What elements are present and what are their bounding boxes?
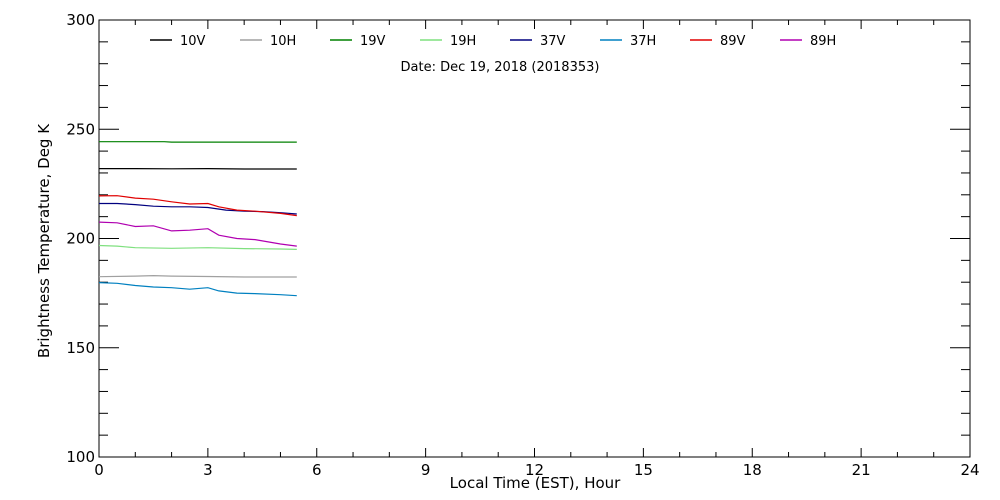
- x-axis-title: Local Time (EST), Hour: [450, 474, 621, 492]
- y-tick-label: 150: [66, 339, 95, 357]
- y-tick-label: 300: [66, 11, 95, 29]
- y-tick-label: 250: [66, 120, 95, 138]
- legend-label: 10V: [180, 34, 206, 49]
- plot-frame: [98, 19, 971, 458]
- series-line-89h: [98, 221, 297, 247]
- legend-label: 89H: [810, 34, 836, 49]
- y-tick-label: 200: [66, 230, 95, 248]
- x-tick-label: 9: [421, 461, 431, 479]
- date-annotation: Date: Dec 19, 2018 (2018353): [401, 60, 600, 75]
- legend-label: 10H: [270, 34, 296, 49]
- series-line-10h: [98, 274, 297, 278]
- legend-label: 37H: [630, 34, 656, 49]
- axis-ticks: [98, 19, 971, 458]
- y-axis-title: Brightness Temperature, Deg K: [35, 123, 53, 358]
- legend-label: 19H: [450, 34, 476, 49]
- y-tick-label: 100: [66, 448, 95, 466]
- x-tick-label: 15: [634, 461, 653, 479]
- x-tick-label: 12: [525, 461, 544, 479]
- legend: 10V 10H 19V 19H 37V 37H 89V 89H: [150, 34, 836, 49]
- legend-label: 19V: [360, 34, 386, 49]
- series-line-19h: [98, 244, 297, 250]
- x-tick-label: 0: [94, 461, 104, 479]
- x-tick-label: 6: [312, 461, 322, 479]
- series-line-37h: [98, 282, 297, 297]
- x-tick-label: 18: [743, 461, 762, 479]
- x-tick-label: 24: [960, 461, 979, 479]
- legend-label: 89V: [720, 34, 746, 49]
- series-lines: [98, 141, 297, 297]
- axis-tick-labels: 0 3 6 9 12 15 18 21 24 100 150 200 250 300: [66, 11, 979, 479]
- x-tick-label: 21: [852, 461, 871, 479]
- series-line-89v: [98, 195, 297, 217]
- legend-label: 37V: [540, 34, 566, 49]
- x-tick-label: 3: [203, 461, 213, 479]
